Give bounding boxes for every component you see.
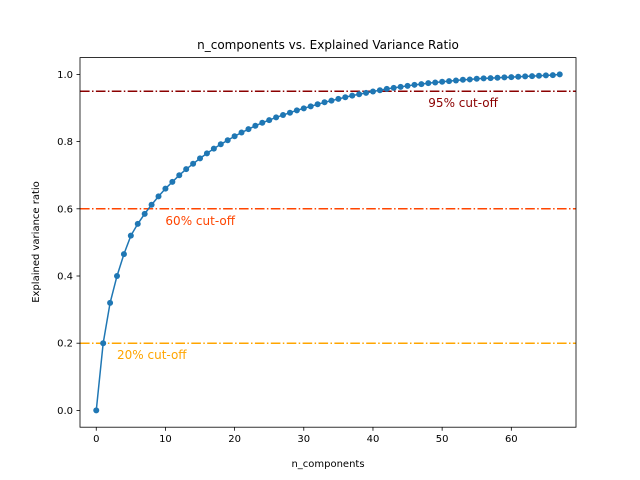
data-point	[224, 137, 231, 144]
data-point	[480, 75, 487, 82]
x-axis-label: n_components	[291, 459, 364, 470]
x-tick-label: 20	[228, 434, 241, 445]
data-point	[231, 133, 238, 140]
y-tick-label: 0.8	[57, 137, 73, 148]
y-tick-label: 0.6	[57, 204, 73, 215]
data-point	[487, 75, 494, 82]
data-point	[210, 145, 217, 152]
data-point	[349, 92, 356, 99]
data-point	[100, 340, 107, 347]
data-point	[404, 82, 411, 89]
y-tick-label: 0.4	[57, 272, 73, 283]
data-point	[529, 73, 536, 80]
data-point	[245, 126, 252, 133]
data-point	[494, 74, 501, 81]
data-point	[321, 99, 328, 106]
data-point	[369, 88, 376, 95]
data-point	[522, 73, 529, 80]
data-point	[162, 185, 169, 192]
data-point	[466, 76, 473, 83]
x-tick-label: 60	[505, 434, 518, 445]
data-point	[107, 299, 114, 306]
data-point	[120, 251, 127, 258]
data-point	[535, 72, 542, 79]
data-point	[439, 78, 446, 85]
data-point	[197, 155, 204, 162]
data-point	[328, 97, 335, 104]
data-point	[425, 80, 432, 87]
data-point	[411, 81, 418, 88]
data-point	[459, 76, 466, 83]
y-tick-label: 0.0	[57, 406, 73, 417]
data-point	[452, 77, 459, 84]
x-tick-label: 50	[436, 434, 449, 445]
data-point	[397, 83, 404, 90]
cutoff-label-20-cut-off: 20% cut-off	[117, 348, 187, 362]
data-point	[141, 210, 148, 217]
data-point	[390, 84, 397, 91]
data-point	[259, 119, 266, 126]
data-point	[508, 74, 515, 81]
chart-title: n_components vs. Explained Variance Rati…	[197, 38, 459, 52]
data-point	[190, 160, 197, 167]
data-point	[155, 193, 162, 200]
y-tick-label: 0.2	[57, 339, 73, 350]
data-point	[217, 141, 224, 148]
x-tick-label: 30	[297, 434, 310, 445]
cutoff-label-95-cut-off: 95% cut-off	[428, 96, 498, 110]
data-point	[134, 220, 141, 227]
data-point	[266, 117, 273, 124]
x-tick-label: 0	[93, 434, 99, 445]
data-point	[183, 166, 190, 173]
x-tick-label: 40	[367, 434, 380, 445]
data-point	[148, 201, 155, 208]
data-point	[300, 105, 307, 112]
data-point	[473, 75, 480, 82]
data-point	[314, 101, 321, 108]
data-point	[418, 81, 425, 88]
data-point	[203, 150, 210, 157]
data-point	[342, 94, 349, 101]
y-axis-label: Explained variance ratio	[31, 181, 42, 303]
data-point	[286, 109, 293, 116]
data-point	[556, 71, 563, 78]
data-point	[363, 89, 370, 96]
x-tick-label: 10	[159, 434, 172, 445]
data-point	[501, 74, 508, 81]
data-point	[376, 87, 383, 94]
cutoff-label-60-cut-off: 60% cut-off	[165, 214, 235, 228]
data-point	[238, 129, 245, 136]
data-point	[356, 91, 363, 98]
data-point	[127, 232, 134, 239]
data-point	[515, 73, 522, 80]
y-tick-label: 1.0	[57, 70, 73, 81]
data-point	[307, 103, 314, 110]
data-point	[432, 79, 439, 86]
data-point	[169, 178, 176, 185]
data-point	[383, 85, 390, 92]
data-point	[542, 72, 549, 79]
data-point	[293, 107, 300, 114]
data-point	[273, 114, 280, 121]
data-point	[446, 78, 453, 85]
data-point	[280, 112, 287, 119]
data-point	[114, 273, 121, 279]
data-point	[549, 72, 556, 79]
data-point	[252, 122, 259, 129]
data-point	[176, 172, 183, 179]
data-point	[335, 95, 342, 102]
plot-frame	[79, 57, 577, 428]
data-point	[93, 407, 100, 414]
